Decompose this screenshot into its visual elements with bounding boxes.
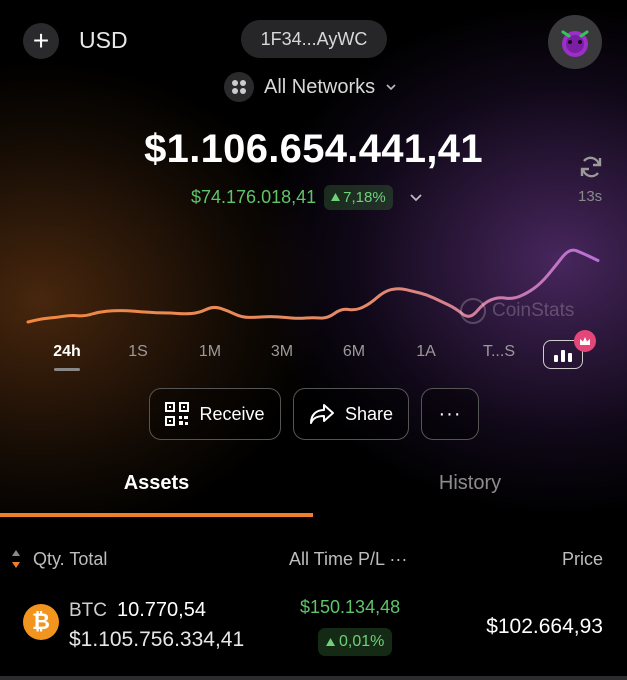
portfolio-total-value: $1.106.654.441,41	[144, 127, 483, 171]
portfolio-chart[interactable]	[0, 230, 627, 340]
tab-active-indicator	[0, 513, 313, 517]
asset-pl-percent: 0,01%	[339, 633, 385, 650]
change-value: $74.176.018,41	[191, 186, 317, 207]
asset-quantity: 10.770,54	[117, 599, 206, 621]
chart-line	[26, 248, 600, 324]
refresh-age: 13s	[578, 188, 603, 205]
receive-label: Receive	[199, 403, 265, 424]
share-arrow-icon	[309, 404, 334, 424]
plus-icon: +	[32, 25, 50, 56]
coinstats-watermark: CoinStats	[460, 298, 574, 324]
avatar-icon	[561, 30, 589, 57]
asset-pl-value: $150.134,48	[300, 597, 401, 617]
period-1m[interactable]: 1M	[198, 343, 222, 360]
chart-type-button[interactable]	[543, 340, 583, 369]
network-label: All Networks	[264, 75, 376, 98]
period-6m[interactable]: 6M	[342, 343, 366, 360]
networks-grid-icon	[224, 72, 254, 102]
period-all[interactable]: T...S	[482, 343, 515, 360]
more-button[interactable]: ···	[421, 388, 479, 440]
period-active-indicator	[54, 368, 80, 371]
asset-value: $1.105.756.334,41	[69, 628, 245, 651]
chevron-down-icon	[386, 84, 396, 91]
share-label: Share	[344, 403, 394, 424]
change-percent: 7,18%	[343, 188, 386, 206]
period-1s[interactable]: 1S	[128, 343, 148, 360]
portfolio-change[interactable]: $74.176.018,41 7,18%	[191, 183, 423, 211]
qr-code-icon	[165, 402, 190, 426]
triangle-up-icon	[326, 638, 335, 646]
network-selector[interactable]: All Networks	[224, 72, 397, 102]
portfolio-hero	[0, 0, 627, 517]
wallet-address-pill[interactable]: 1F34...AyWC	[241, 20, 387, 58]
receive-button[interactable]: Receive	[149, 388, 281, 440]
tabs: Assets History	[0, 460, 627, 517]
sort-icon[interactable]	[10, 548, 22, 570]
profile-avatar[interactable]	[548, 15, 602, 69]
qty-total-header[interactable]: Qty. Total	[33, 549, 108, 569]
refresh-icon[interactable]	[578, 154, 604, 180]
period-24h[interactable]: 24h	[53, 343, 81, 360]
asset-price: $102.664,93	[486, 615, 603, 638]
coinstats-logo-icon	[460, 298, 486, 324]
watermark-text: CoinStats	[492, 300, 575, 321]
pl-header[interactable]: All Time P/L ···	[289, 549, 408, 569]
tab-assets[interactable]: Assets	[123, 472, 190, 494]
price-header[interactable]: Price	[561, 549, 603, 569]
chevron-down-icon	[410, 194, 422, 202]
crown-icon	[574, 330, 596, 352]
add-portfolio-button[interactable]: +	[23, 23, 59, 59]
bitcoin-icon: ₿	[23, 604, 59, 640]
period-3m[interactable]: 3M	[270, 343, 294, 360]
triangle-up-icon	[331, 193, 341, 201]
currency-selector[interactable]: USD	[79, 27, 128, 53]
more-dots-icon: ···	[438, 402, 462, 425]
change-percent-badge: 7,18%	[324, 184, 393, 210]
asset-pl-percent-badge: 0,01%	[318, 628, 393, 656]
period-1a[interactable]: 1A	[416, 343, 436, 360]
period-selector: 24h 1S 1M 3M 6M 1A T...S	[0, 343, 627, 373]
asset-symbol[interactable]: BTC	[69, 600, 107, 621]
divider	[0, 676, 627, 680]
share-button[interactable]: Share	[293, 388, 409, 440]
tab-history[interactable]: History	[438, 472, 502, 494]
